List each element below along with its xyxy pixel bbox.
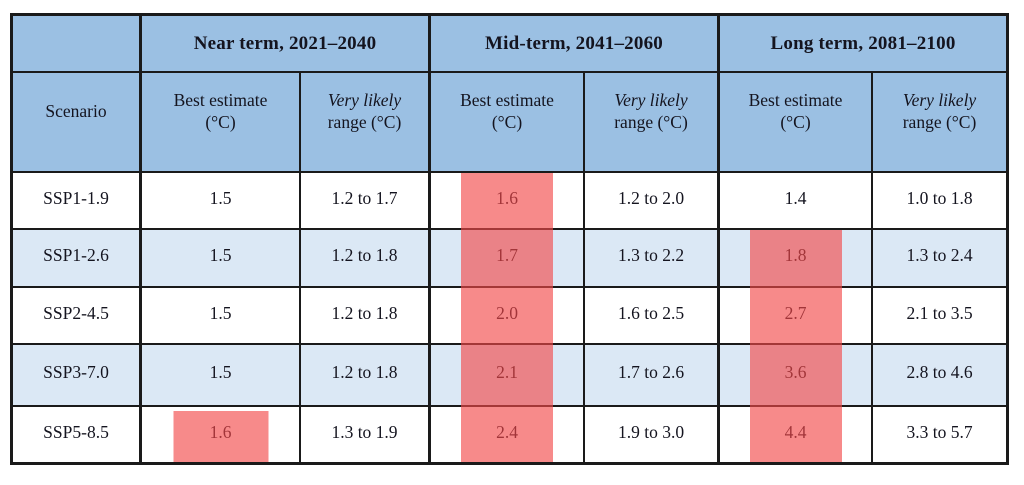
value-cell: 1.2 to 1.7 — [301, 173, 432, 230]
value-cell: 1.4 — [720, 173, 874, 230]
value-cell: 1.5 — [142, 345, 301, 407]
value-cell: 3.3 to 5.7 — [873, 407, 1010, 465]
term-header-row: Near term, 2021–2040 Mid-term, 2041–2060… — [13, 16, 1010, 73]
scenario-cell: SSP3-7.0 — [13, 345, 142, 407]
mid-range-header: Very likely range (°C) — [585, 73, 721, 173]
temperature-projection-table: Near term, 2021–2040 Mid-term, 2041–2060… — [10, 13, 1010, 465]
value-cell: 1.2 to 1.8 — [301, 345, 432, 407]
range-unit-label: range (°C) — [614, 112, 688, 132]
value-cell-highlighted: 2.1 — [431, 345, 586, 407]
value-cell-highlighted: 1.7 — [431, 230, 586, 288]
value-cell: 2.1 to 3.5 — [873, 288, 1010, 345]
very-likely-label: Very likely — [327, 90, 402, 111]
table-row-ssp1-1.9: SSP1-1.9 1.5 1.2 to 1.7 1.6 1.2 to 2.0 1… — [13, 173, 1010, 230]
value-cell: 1.2 to 1.8 — [301, 230, 432, 288]
scenario-cell: SSP5-8.5 — [13, 407, 142, 465]
value-cell-highlighted: 2.7 — [720, 288, 874, 345]
long-range-header: Very likely range (°C) — [873, 73, 1010, 173]
value-cell-highlighted: 4.4 — [720, 407, 874, 465]
value-cell: 1.5 — [142, 288, 301, 345]
value-cell: 1.9 to 3.0 — [585, 407, 721, 465]
scenario-cell: SSP1-1.9 — [13, 173, 142, 230]
best-estimate-label: Best estimate — [460, 90, 554, 111]
scenario-cell: SSP2-4.5 — [13, 288, 142, 345]
table-row-ssp5-8.5: SSP5-8.5 1.6 1.3 to 1.9 2.4 1.9 to 3.0 4… — [13, 407, 1010, 465]
near-term-header: Near term, 2021–2040 — [142, 16, 432, 73]
unit-label: (°C) — [780, 112, 811, 132]
value-cell: 1.5 — [142, 173, 301, 230]
best-estimate-label: Best estimate — [748, 90, 843, 111]
long-term-header: Long term, 2081–2100 — [720, 16, 1010, 73]
range-unit-label: range (°C) — [327, 112, 402, 132]
value-cell-highlighted: 2.0 — [431, 288, 586, 345]
value-cell-highlighted: 1.6 — [142, 407, 301, 465]
long-best-header: Best estimate (°C) — [720, 73, 874, 173]
mid-best-header: Best estimate (°C) — [431, 73, 586, 173]
unit-label: (°C) — [491, 112, 523, 132]
value-cell: 1.7 to 2.6 — [585, 345, 721, 407]
value-cell: 1.3 to 2.2 — [585, 230, 721, 288]
value-cell: 1.2 to 1.8 — [301, 288, 432, 345]
range-unit-label: range (°C) — [902, 112, 977, 132]
value-cell: 1.3 to 1.9 — [301, 407, 432, 465]
value-cell: 1.3 to 2.4 — [873, 230, 1010, 288]
value-cell-highlighted: 1.6 — [431, 173, 586, 230]
mid-term-header: Mid-term, 2041–2060 — [431, 16, 721, 73]
value-cell: 1.5 — [142, 230, 301, 288]
value-cell-highlighted: 3.6 — [720, 345, 874, 407]
value-cell-highlighted: 1.8 — [720, 230, 874, 288]
value-cell-highlighted: 2.4 — [431, 407, 586, 465]
best-estimate-label: Best estimate — [173, 90, 268, 111]
value-cell: 1.0 to 1.8 — [873, 173, 1010, 230]
value-cell: 1.6 to 2.5 — [585, 288, 721, 345]
corner-cell — [13, 16, 142, 73]
scenario-header: Scenario — [13, 73, 142, 173]
value-cell: 2.8 to 4.6 — [873, 345, 1010, 407]
near-range-header: Very likely range (°C) — [301, 73, 432, 173]
value-cell: 1.2 to 2.0 — [585, 173, 721, 230]
very-likely-label: Very likely — [902, 90, 977, 111]
table-row-ssp1-2.6: SSP1-2.6 1.5 1.2 to 1.8 1.7 1.3 to 2.2 1… — [13, 230, 1010, 288]
sub-header-row: Scenario Best estimate (°C) Very likely … — [13, 73, 1010, 173]
table-row-ssp3-7.0: SSP3-7.0 1.5 1.2 to 1.8 2.1 1.7 to 2.6 3… — [13, 345, 1010, 407]
table-row-ssp2-4.5: SSP2-4.5 1.5 1.2 to 1.8 2.0 1.6 to 2.5 2… — [13, 288, 1010, 345]
scenario-cell: SSP1-2.6 — [13, 230, 142, 288]
unit-label: (°C) — [205, 112, 236, 132]
near-best-header: Best estimate (°C) — [142, 73, 301, 173]
very-likely-label: Very likely — [614, 90, 688, 111]
